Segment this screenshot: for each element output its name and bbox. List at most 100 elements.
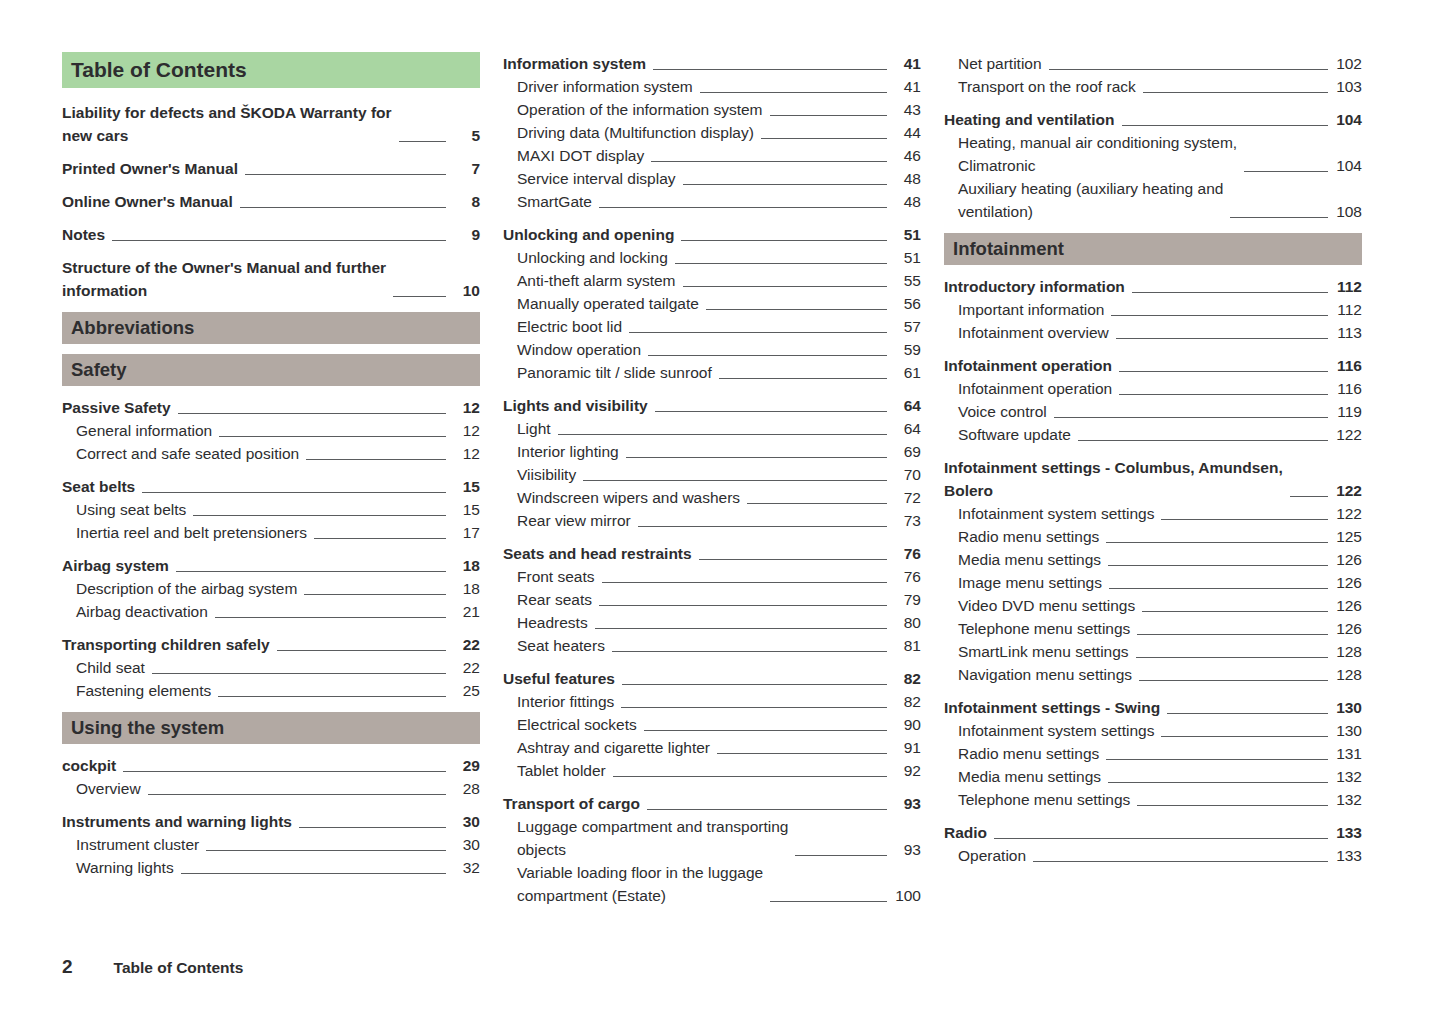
toc-entry-page: 93 <box>895 838 921 861</box>
leader-line <box>206 850 446 851</box>
toc-entry-page: 48 <box>895 167 921 190</box>
toc-entry-page: 12 <box>454 396 480 419</box>
toc-entry-page: 128 <box>1336 663 1362 686</box>
toc-entry-page: 122 <box>1336 502 1362 525</box>
toc-entry: Anti-theft alarm system55 <box>503 269 921 292</box>
toc-entry-label: Printed Owner's Manual <box>62 157 238 180</box>
toc-entry-page: 10 <box>454 279 480 302</box>
leader-line <box>112 240 446 241</box>
toc-entry-label: Video DVD menu settings <box>958 594 1135 617</box>
toc-entry: Rear view mirror73 <box>503 509 921 532</box>
toc-entry-page: 43 <box>895 98 921 121</box>
toc-entry-page: 108 <box>1336 200 1362 223</box>
toc-entry-page: 130 <box>1336 696 1362 719</box>
toc-entry: Infotainment overview113 <box>944 321 1362 344</box>
toc-entry: Media menu settings126 <box>944 548 1362 571</box>
toc-entry-page: 133 <box>1336 844 1362 867</box>
leader-line <box>1111 315 1328 316</box>
toc-entry-label: Transport on the roof rack <box>958 75 1136 98</box>
leader-line <box>1137 634 1328 635</box>
toc-entry: Manually operated tailgate56 <box>503 292 921 315</box>
toc-entry-label: Fastening elements <box>76 679 211 702</box>
toc-entry: Software update122 <box>944 423 1362 446</box>
toc-entry-page: 69 <box>895 440 921 463</box>
toc-group: cockpit29Overview28 <box>62 754 480 800</box>
toc-entry-label: Radio menu settings <box>958 525 1099 548</box>
leader-line <box>613 776 887 777</box>
toc-group: Passive Safety12General information12Cor… <box>62 396 480 465</box>
toc-entry: Panoramic tilt / slide sunroof61 <box>503 361 921 384</box>
leader-line <box>747 503 887 504</box>
toc-group: Transporting children safely22Child seat… <box>62 633 480 702</box>
leader-line <box>602 582 887 583</box>
toc-entry-page: 48 <box>895 190 921 213</box>
toc-entry: Voice control119 <box>944 400 1362 423</box>
toc-entry: Auxiliary heating (auxiliary heating and… <box>944 177 1362 223</box>
toc-entry-page: 21 <box>454 600 480 623</box>
toc-entry: Transport of cargo93 <box>503 792 921 815</box>
toc-entry-label: Instruments and warning lights <box>62 810 292 833</box>
toc-entry-page: 90 <box>895 713 921 736</box>
toc-entry: Radio menu settings125 <box>944 525 1362 548</box>
leader-line <box>176 571 446 572</box>
toc-entry: Infotainment settings - Swing130 <box>944 696 1362 719</box>
leader-line <box>1290 496 1328 497</box>
toc-entry-label: Radio menu settings <box>958 742 1099 765</box>
toc-entry: Driver information system41 <box>503 75 921 98</box>
leader-line <box>314 538 446 539</box>
toc-entry-page: 93 <box>895 792 921 815</box>
toc-entry-page: 103 <box>1336 75 1362 98</box>
leader-line <box>994 838 1328 839</box>
toc-entry-label: Infotainment settings - Columbus, Amunds… <box>944 456 1283 502</box>
toc-entry-page: 80 <box>895 611 921 634</box>
leader-line <box>1078 440 1328 441</box>
leader-line <box>299 827 446 828</box>
leader-line <box>717 753 887 754</box>
leader-line <box>683 286 888 287</box>
footer-page-number: 2 <box>62 956 73 978</box>
toc-entry-page: 32 <box>454 856 480 879</box>
toc-entry-page: 9 <box>454 223 480 246</box>
toc-entry-label: Driver information system <box>517 75 693 98</box>
leader-line <box>626 457 887 458</box>
toc-entry-page: 92 <box>895 759 921 782</box>
leader-line <box>1108 565 1328 566</box>
toc-entry-label: Windscreen wipers and washers <box>517 486 740 509</box>
toc-entry: Instruments and warning lights 30 <box>62 810 480 833</box>
leader-line <box>706 309 887 310</box>
toc-entry: Driving data (Multifunction display)44 <box>503 121 921 144</box>
toc-entry: General information12 <box>62 419 480 442</box>
toc-entry-page: 29 <box>454 754 480 777</box>
toc-group: Seats and head restraints76Front seats76… <box>503 542 921 657</box>
leader-line <box>648 355 887 356</box>
toc-entry-label: Light <box>517 417 551 440</box>
leader-line <box>1119 394 1328 395</box>
toc-entry: Description of the airbag system18 <box>62 577 480 600</box>
toc-entry-page: 30 <box>454 810 480 833</box>
leader-line <box>629 332 887 333</box>
leader-line <box>621 707 887 708</box>
toc-group: Heating and ventilation104Heating, manua… <box>944 108 1362 223</box>
toc-entry: Information system41 <box>503 52 921 75</box>
toc-entry-page: 102 <box>1336 52 1362 75</box>
toc-entry-page: 18 <box>454 554 480 577</box>
toc-entry-label: Infotainment operation <box>944 354 1112 377</box>
toc-entry: Child seat22 <box>62 656 480 679</box>
toc-entry-label: Operation <box>958 844 1026 867</box>
toc-entry-label: Notes <box>62 223 105 246</box>
leader-line <box>1132 292 1328 293</box>
leader-line <box>193 515 446 516</box>
toc-entry-label: Child seat <box>76 656 145 679</box>
toc-entry-label: Introductory information <box>944 275 1125 298</box>
toc-entry-label: Electrical sockets <box>517 713 637 736</box>
toc-entry: Important information112 <box>944 298 1362 321</box>
leader-line <box>719 378 887 379</box>
toc-entry: Fastening elements25 <box>62 679 480 702</box>
toc-entry-label: Information system <box>503 52 646 75</box>
toc-entry-page: 17 <box>454 521 480 544</box>
toc-entry-page: 91 <box>895 736 921 759</box>
toc-group: Online Owner's Manual8 <box>62 190 480 213</box>
toc-entry: Service interval display48 <box>503 167 921 190</box>
toc-entry-label: Tablet holder <box>517 759 606 782</box>
leader-line <box>761 138 887 139</box>
